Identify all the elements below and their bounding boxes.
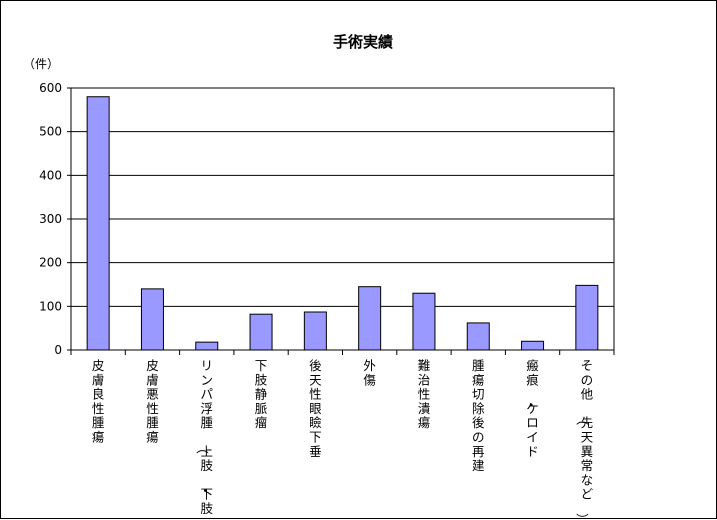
x-category-label: 皮膚悪性腫瘍 [146, 358, 159, 445]
chart-title: 手術実績 [333, 33, 393, 51]
bar [303, 311, 327, 351]
bar [358, 286, 382, 351]
x-category-label: リンパ浮腫（上肢・下肢） [194, 358, 213, 520]
x-category-label: 後天性眼瞼下垂 [309, 358, 322, 459]
x-category-label: 難治性潰瘍 [418, 358, 431, 430]
x-category-label: 腫瘍切除後の再建 [472, 358, 485, 473]
y-tick-label: 300 [39, 212, 62, 226]
y-tick-label: 0 [54, 343, 62, 357]
bar [412, 292, 436, 351]
y-tick-label: 400 [39, 168, 62, 182]
x-category-label: 外傷 [363, 358, 376, 387]
bar [195, 341, 219, 351]
y-tick-label: 600 [39, 81, 62, 95]
y-tick-label: 200 [39, 256, 62, 270]
x-category-label: 瘢痕・ケロイド [523, 358, 539, 459]
bar [466, 322, 490, 351]
bar [140, 288, 164, 351]
y-tick-label: 500 [39, 125, 62, 139]
bar [86, 96, 110, 351]
y-tick-label: 100 [39, 299, 62, 313]
x-category-label: 皮膚良性腫瘍 [92, 358, 105, 445]
bar [521, 340, 545, 351]
x-category-label: 下肢静脈瘤 [255, 358, 268, 430]
y-axis-label: （件） [23, 57, 59, 71]
x-category-label: その他（先天異常など） [575, 358, 594, 520]
bar [249, 313, 273, 351]
bar [575, 284, 599, 351]
